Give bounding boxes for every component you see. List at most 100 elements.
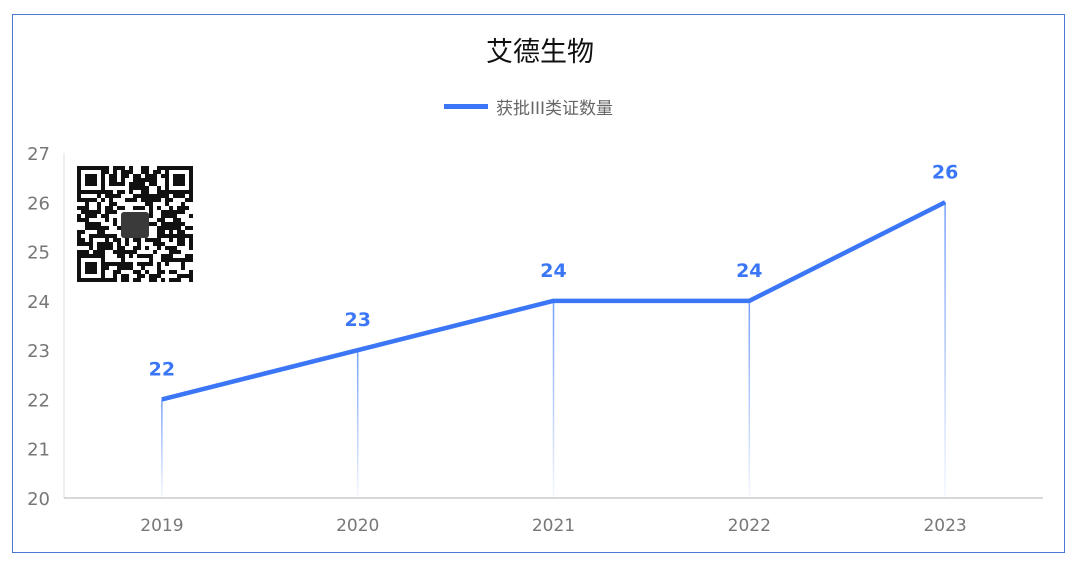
qr-module xyxy=(149,174,153,178)
qr-module xyxy=(113,274,117,278)
qr-module xyxy=(161,234,165,238)
x-tick-label: 2023 xyxy=(923,516,966,536)
data-label: 26 xyxy=(932,161,958,183)
qr-module xyxy=(121,190,125,194)
qr-module xyxy=(97,250,101,254)
qr-module xyxy=(89,242,93,246)
qr-module xyxy=(141,194,145,198)
qr-module xyxy=(133,194,137,198)
qr-module xyxy=(125,174,129,178)
qr-module xyxy=(85,198,89,202)
qr-code-image xyxy=(77,166,193,282)
qr-module xyxy=(77,234,81,238)
qr-module xyxy=(169,250,173,254)
qr-module xyxy=(161,214,165,218)
qr-module xyxy=(149,274,153,278)
qr-module xyxy=(125,198,129,202)
qr-module xyxy=(113,262,117,266)
qr-module xyxy=(181,202,185,206)
qr-module xyxy=(177,242,181,246)
qr-module xyxy=(169,198,173,202)
qr-module xyxy=(149,198,153,202)
qr-module xyxy=(141,182,145,186)
qr-module xyxy=(113,210,117,214)
qr-module xyxy=(133,206,137,210)
qr-module xyxy=(189,242,193,246)
qr-module xyxy=(133,238,137,242)
qr-module xyxy=(121,170,125,174)
qr-module xyxy=(169,234,173,238)
qr-module xyxy=(133,250,137,254)
qr-module xyxy=(105,206,109,210)
legend[interactable]: 获批III类证数量 xyxy=(444,94,613,119)
qr-module xyxy=(129,250,133,254)
qr-module xyxy=(137,274,141,278)
qr-module xyxy=(117,206,121,210)
qr-module xyxy=(121,246,125,250)
qr-module xyxy=(93,226,97,230)
qr-module xyxy=(81,206,85,210)
qr-module xyxy=(181,242,185,246)
qr-module xyxy=(105,210,109,214)
qr-module xyxy=(149,262,153,266)
qr-module xyxy=(85,242,89,246)
qr-module xyxy=(109,174,113,178)
qr-module xyxy=(113,222,117,226)
qr-module xyxy=(129,262,133,266)
qr-module xyxy=(93,250,97,254)
qr-module xyxy=(117,254,121,258)
qr-module xyxy=(189,234,193,238)
qr-module xyxy=(101,198,105,202)
qr-module xyxy=(145,174,149,178)
qr-module xyxy=(169,210,173,214)
qr-module xyxy=(113,194,117,198)
qr-module xyxy=(125,170,129,174)
qr-module xyxy=(169,270,173,274)
qr-module xyxy=(137,262,141,266)
qr-module xyxy=(113,238,117,242)
qr-module xyxy=(117,226,121,230)
qr-module xyxy=(169,246,173,250)
qr-module xyxy=(81,198,85,202)
qr-module xyxy=(109,242,113,246)
chart-frame xyxy=(12,14,1065,553)
qr-module xyxy=(161,166,165,170)
qr-module xyxy=(185,226,189,230)
qr-module xyxy=(141,274,145,278)
qr-module xyxy=(165,234,169,238)
qr-module xyxy=(149,206,153,210)
qr-module xyxy=(137,178,141,182)
qr-module xyxy=(109,202,113,206)
qr-module xyxy=(113,174,117,178)
qr-module xyxy=(145,246,149,250)
qr-module xyxy=(89,198,93,202)
qr-module xyxy=(85,218,89,222)
qr-module xyxy=(173,218,177,222)
qr-module xyxy=(97,194,101,198)
qr-module xyxy=(145,270,149,274)
qr-module xyxy=(105,194,109,198)
qr-module xyxy=(157,266,161,270)
qr-module xyxy=(109,182,113,186)
qr-module xyxy=(141,206,145,210)
qr-module xyxy=(153,194,157,198)
qr-module xyxy=(85,202,89,206)
qr-module xyxy=(133,270,137,274)
qr-module xyxy=(105,214,109,218)
qr-module xyxy=(97,230,101,234)
qr-module xyxy=(189,198,193,202)
qr-module xyxy=(105,226,109,230)
qr-module xyxy=(169,254,173,258)
qr-module xyxy=(85,214,89,218)
qr-module xyxy=(149,210,153,214)
qr-module xyxy=(157,194,161,198)
qr-module xyxy=(173,246,177,250)
qr-module xyxy=(157,170,161,174)
qr-module xyxy=(161,190,165,194)
qr-module xyxy=(157,238,161,242)
qr-module xyxy=(161,258,165,262)
qr-module xyxy=(101,242,105,246)
qr-module xyxy=(153,198,157,202)
qr-module xyxy=(105,278,109,282)
qr-module xyxy=(81,238,85,242)
